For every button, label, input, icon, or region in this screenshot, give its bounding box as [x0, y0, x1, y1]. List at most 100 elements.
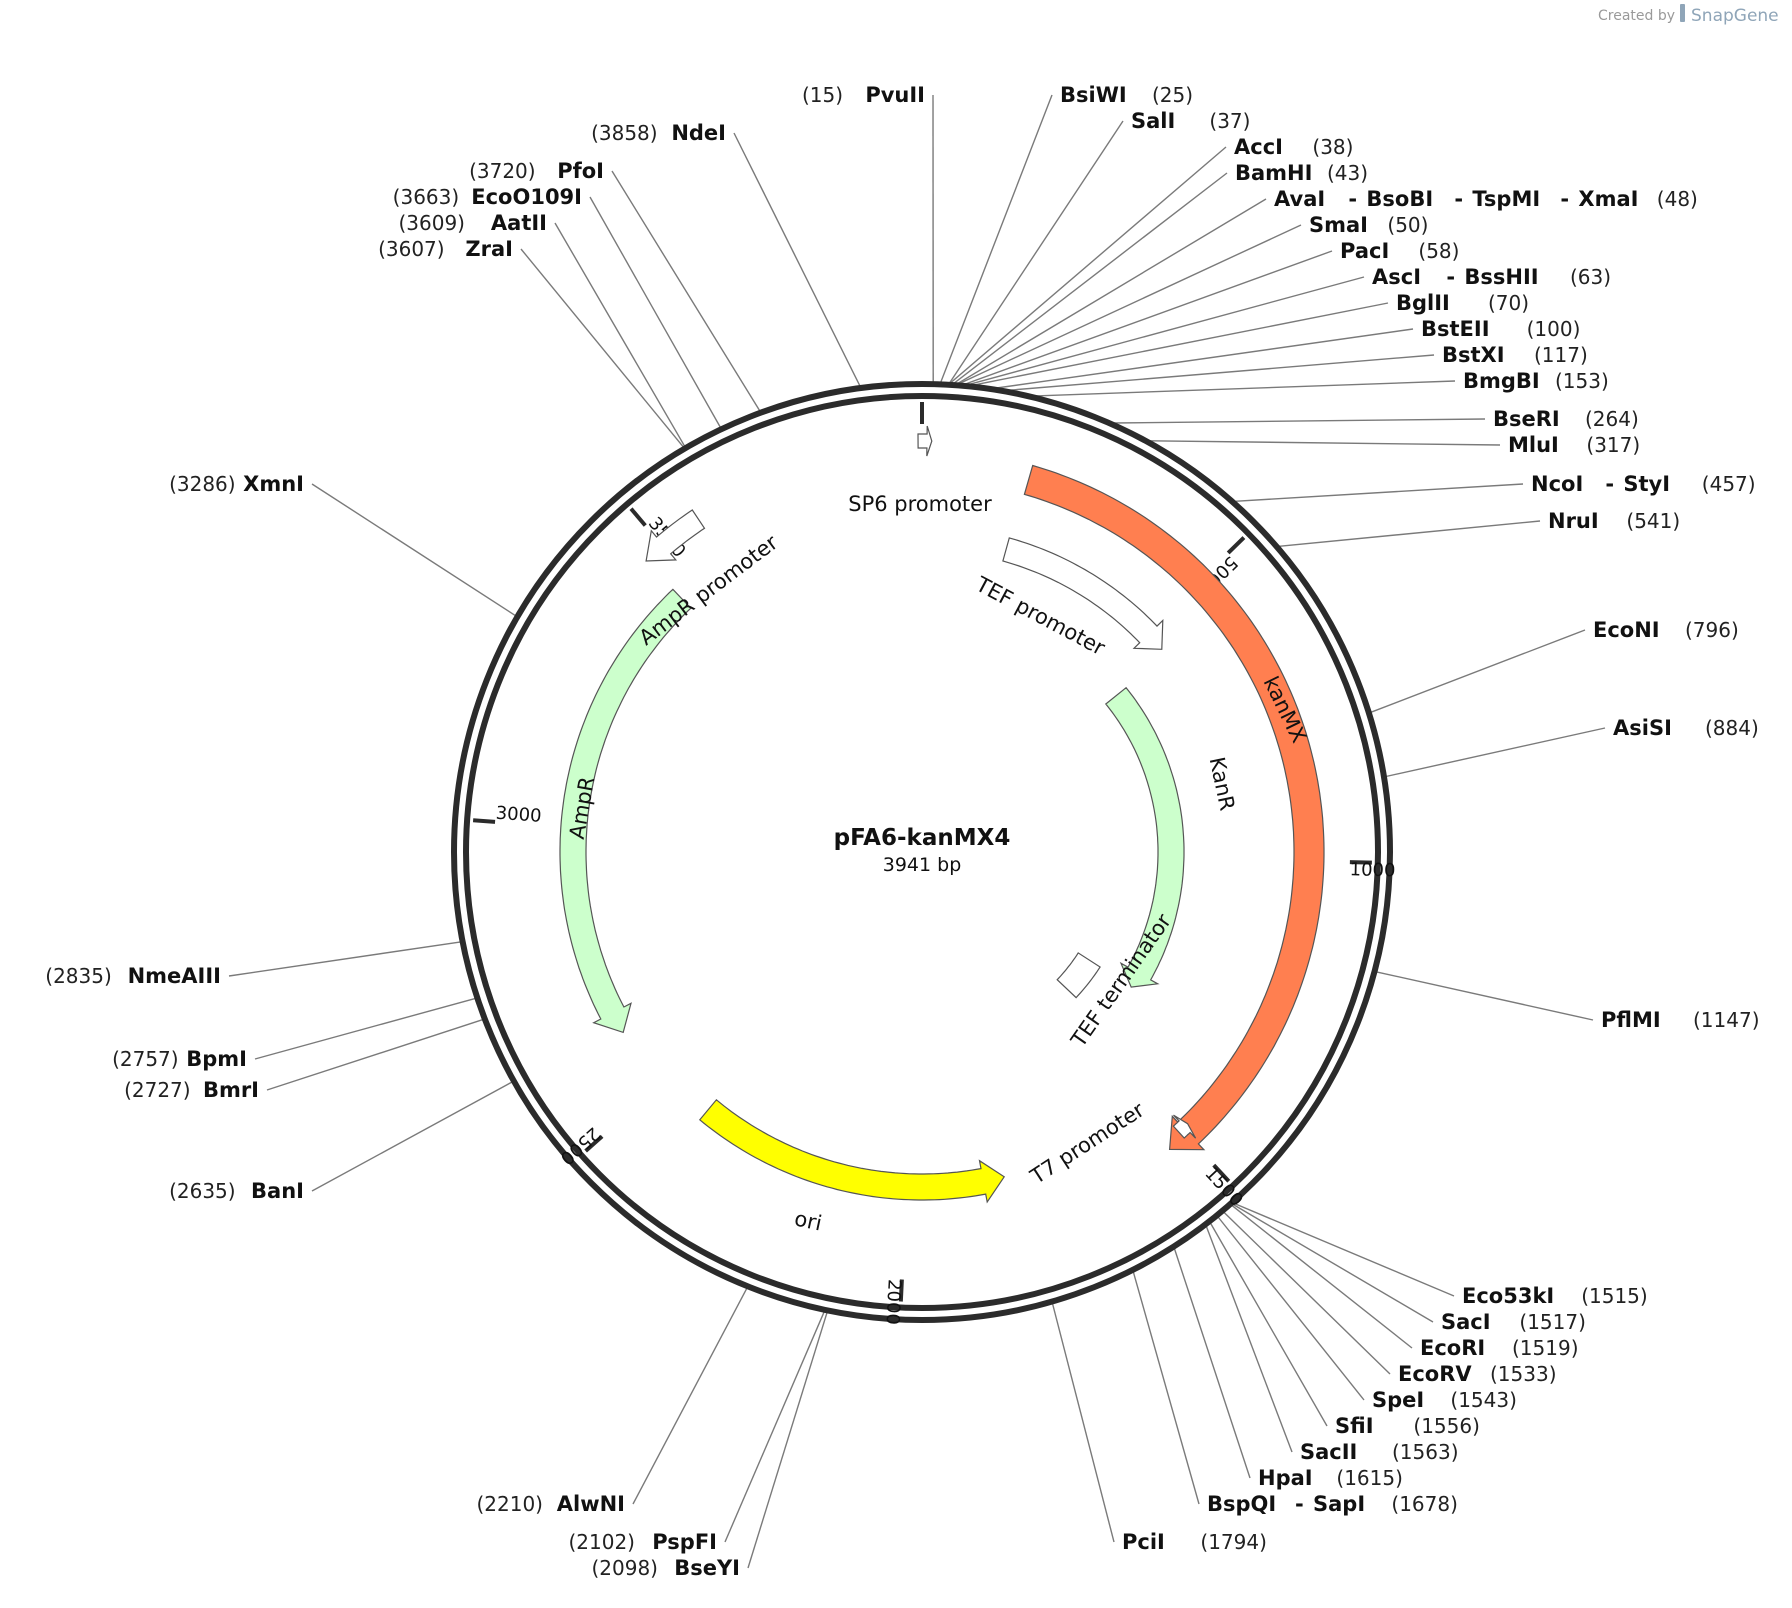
site-name: SpeI: [1372, 1388, 1424, 1412]
site-name: BglII: [1396, 291, 1450, 315]
site-position: (1517): [1519, 1310, 1586, 1334]
site-econi[interactable]: EcoNI (796): [1593, 618, 1739, 642]
site-position: (100): [1527, 317, 1581, 341]
site-bsiwi[interactable]: BsiWI (25): [1060, 83, 1193, 107]
site-name: BspQI: [1207, 1492, 1276, 1516]
site-bsteii[interactable]: BstEII (100): [1421, 317, 1580, 341]
site-xmni[interactable]: XmnI (3286): [169, 472, 304, 496]
site-bmgbi[interactable]: BmgBI (153): [1463, 369, 1609, 393]
site-hpai[interactable]: HpaI (1615): [1258, 1466, 1403, 1490]
site-eco53ki[interactable]: Eco53kI (1515): [1462, 1284, 1648, 1308]
site-name: AlwNI: [557, 1492, 625, 1516]
site-name: SapI: [1313, 1492, 1365, 1516]
site-name: BsiWI: [1060, 83, 1127, 107]
site-asci[interactable]: AscI - BssHII (63): [1372, 265, 1611, 289]
site-paci[interactable]: PacI (58): [1340, 239, 1459, 263]
site-line-63: [968, 276, 1365, 386]
site-position: (2098): [591, 1556, 658, 1580]
site-aatii[interactable]: AatII (3609): [398, 211, 547, 235]
site-bpmi[interactable]: BpmI (2757): [112, 1047, 247, 1071]
site-asisi[interactable]: AsiSI (884): [1613, 716, 1759, 740]
site-avai[interactable]: AvaI - BsoBI - TspMI - XmaI (48): [1274, 187, 1698, 211]
site-position: (63): [1570, 265, 1611, 289]
site-name: AccI: [1234, 135, 1283, 159]
site-pspfi[interactable]: PspFI (2102): [568, 1530, 717, 1554]
ampr-promoter-feature: [645, 509, 706, 562]
site-ncoi[interactable]: NcoI - StyI (457): [1531, 472, 1756, 496]
site-line-1543: [1217, 1216, 1365, 1401]
site-position: (1794): [1200, 1530, 1267, 1554]
site-line-48: [957, 198, 1267, 385]
site-bspqi[interactable]: BspQI - SapI (1678): [1207, 1492, 1458, 1516]
tick-mark-2000: [898, 1279, 904, 1302]
site-bamhi[interactable]: BamHI (43): [1235, 161, 1368, 185]
site-position: (317): [1586, 433, 1640, 457]
site-name: XmaI: [1578, 187, 1638, 211]
site-position: (1147): [1693, 1008, 1760, 1032]
site-ndei[interactable]: NdeI (3858): [591, 121, 726, 145]
backbone-outer-ring: [451, 381, 1393, 1323]
site-name: EcoRV: [1398, 1362, 1472, 1386]
site-position: (117): [1534, 343, 1588, 367]
site-sali[interactable]: SalI (37): [1131, 109, 1250, 133]
site-line-2727: [266, 1018, 484, 1091]
site-name: SfiI: [1335, 1414, 1374, 1438]
site-line-796: [1370, 629, 1586, 713]
site-position: (2635): [169, 1179, 236, 1203]
site-leader-lines: [228, 94, 1606, 1569]
tick-mark-3500: [629, 507, 647, 527]
site-mlui[interactable]: MluI (317): [1508, 433, 1640, 457]
site-position: (1519): [1512, 1336, 1579, 1360]
site-line-153: [1035, 380, 1456, 397]
tef-promoter-feature: [1002, 537, 1164, 650]
site-line-2210: [632, 1287, 748, 1505]
site-position: (3609): [398, 211, 465, 235]
site-sacii[interactable]: SacII (1563): [1300, 1440, 1459, 1464]
site-line-1515: [1233, 1202, 1455, 1297]
site-nrui[interactable]: NruI (541): [1548, 509, 1680, 533]
ampr-feature: [559, 588, 692, 1034]
site-sfii[interactable]: SfiI (1556): [1335, 1414, 1480, 1438]
site-position: (48): [1657, 187, 1698, 211]
site-position: (70): [1488, 291, 1529, 315]
backbone-inner-ring: [463, 393, 1381, 1311]
site-saci[interactable]: SacI (1517): [1441, 1310, 1586, 1334]
site-line-58: [965, 250, 1333, 385]
site-ecorv[interactable]: EcoRV (1533): [1398, 1362, 1557, 1386]
site-name: BsoBI: [1366, 187, 1433, 211]
site-pcii[interactable]: PciI (1794): [1122, 1530, 1267, 1554]
plasmid-name: pFA6-kanMX4: [834, 825, 1011, 851]
kanr-label: KanR: [1205, 755, 1240, 813]
site-position: (1556): [1413, 1414, 1480, 1438]
site-name: SmaI: [1309, 213, 1368, 237]
site-zrai[interactable]: ZraI (3607): [378, 237, 513, 261]
site-pvuii[interactable]: PvuII (15): [802, 83, 925, 107]
site-line-70: [974, 302, 1389, 386]
site-spei[interactable]: SpeI (1543): [1372, 1388, 1517, 1412]
site-smai[interactable]: SmaI (50): [1309, 213, 1428, 237]
site-name: BstEII: [1421, 317, 1490, 341]
site-bmri[interactable]: BmrI (2727): [124, 1078, 259, 1102]
site-ecoo109i[interactable]: EcoO109I (3663): [393, 185, 582, 209]
site-position: (38): [1312, 135, 1353, 159]
site-bglii[interactable]: BglII (70): [1396, 291, 1529, 315]
t7-promoter-label: T7 promoter: [1025, 1097, 1149, 1189]
site-alwni[interactable]: AlwNI (2210): [476, 1492, 625, 1516]
site-position: (796): [1685, 618, 1739, 642]
ori-feature: [698, 1098, 1006, 1204]
site-bseri[interactable]: BseRI (264): [1493, 407, 1639, 431]
site-bani[interactable]: BanI (2635): [169, 1179, 304, 1203]
site-pflmi[interactable]: PflMI (1147): [1601, 1008, 1760, 1032]
site-position: (3858): [591, 121, 658, 145]
site-line-2635: [311, 1081, 513, 1192]
site-acci[interactable]: AccI (38): [1234, 135, 1353, 159]
site-bstxi[interactable]: BstXI (117): [1442, 343, 1588, 367]
site-line-2102: [724, 1311, 825, 1543]
site-line-3607: [520, 248, 684, 448]
site-name: ZraI: [465, 237, 513, 261]
site-nmeaiii[interactable]: NmeAIII (2835): [45, 964, 221, 988]
site-ecori[interactable]: EcoRI (1519): [1420, 1336, 1579, 1360]
site-line-2757: [254, 997, 476, 1060]
site-pfoi[interactable]: PfoI (3720): [469, 159, 604, 183]
site-bseyi[interactable]: BseYI (2098): [591, 1556, 740, 1580]
